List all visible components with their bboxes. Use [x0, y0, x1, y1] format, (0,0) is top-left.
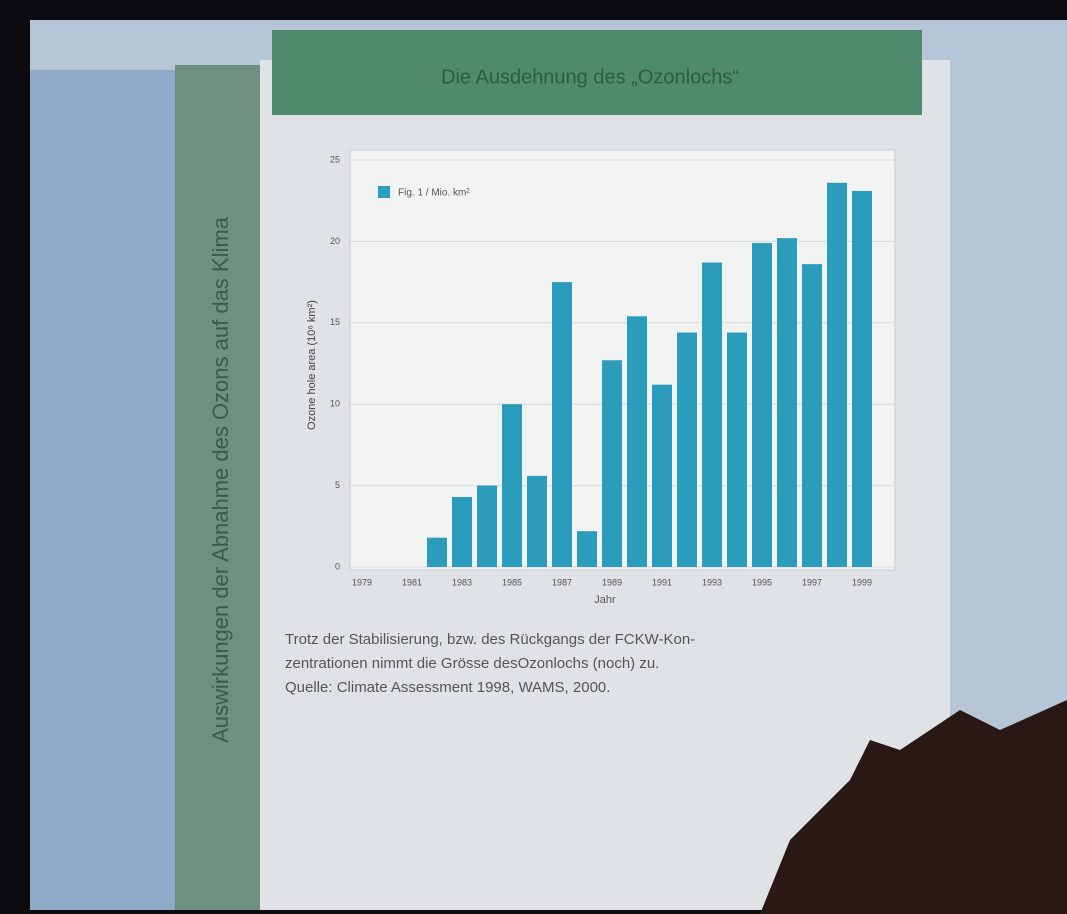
- caption-line: Quelle: Climate Assessment 1998, WAMS, 2…: [285, 679, 610, 696]
- bar: [477, 486, 497, 567]
- bar: [702, 263, 722, 567]
- left-panel: [30, 70, 175, 910]
- slide-title: Die Ausdehnung des „Ozonlochs“: [441, 66, 739, 88]
- caption-line: Trotz der Stabilisierung, bzw. des Rückg…: [285, 631, 695, 648]
- x-tick-label: 1993: [702, 577, 722, 587]
- y-tick-label: 15: [330, 317, 340, 327]
- y-tick-label: 0: [335, 561, 340, 571]
- x-tick-label: 1999: [852, 577, 872, 587]
- x-tick-label: 1979: [352, 577, 372, 587]
- x-tick-label: 1995: [752, 577, 772, 587]
- y-tick-label: 10: [330, 399, 340, 409]
- x-tick-label: 1985: [502, 577, 522, 587]
- legend-label: Fig. 1 / Mio. km²: [398, 188, 470, 199]
- caption-line: zentrationen nimmt die Grösse desOzonloc…: [285, 655, 659, 672]
- bar: [427, 538, 447, 567]
- bar: [677, 333, 697, 567]
- bar: [802, 264, 822, 567]
- bar: [602, 360, 622, 567]
- x-tick-label: 1997: [802, 577, 822, 587]
- bar: [852, 191, 872, 567]
- photo: Auswirkungen der Abnahme des Ozons auf d…: [0, 0, 1067, 914]
- side-title: Auswirkungen der Abnahme des Ozons auf d…: [208, 216, 233, 743]
- bar: [827, 183, 847, 567]
- x-tick-label: 1989: [602, 577, 622, 587]
- y-axis-title: Ozone hole area (10⁶ km²): [306, 300, 318, 430]
- bar: [652, 385, 672, 567]
- bar: [752, 243, 772, 567]
- bar: [777, 238, 797, 567]
- bar: [527, 476, 547, 567]
- x-tick-label: 1987: [552, 577, 572, 587]
- bar: [552, 282, 572, 567]
- bar: [577, 531, 597, 567]
- x-tick-label: 1991: [652, 577, 672, 587]
- bar: [452, 497, 472, 567]
- y-tick-label: 20: [330, 236, 340, 246]
- y-tick-label: 5: [335, 480, 340, 490]
- x-tick-label: 1981: [402, 577, 422, 587]
- y-tick-label: 25: [330, 154, 340, 164]
- legend-swatch: [378, 186, 390, 198]
- bar: [502, 404, 522, 567]
- x-axis-title: Jahr: [594, 594, 616, 606]
- page: Auswirkungen der Abnahme des Ozons auf d…: [0, 0, 1067, 914]
- bar: [627, 316, 647, 567]
- x-tick-label: 1983: [452, 577, 472, 587]
- bar: [727, 333, 747, 567]
